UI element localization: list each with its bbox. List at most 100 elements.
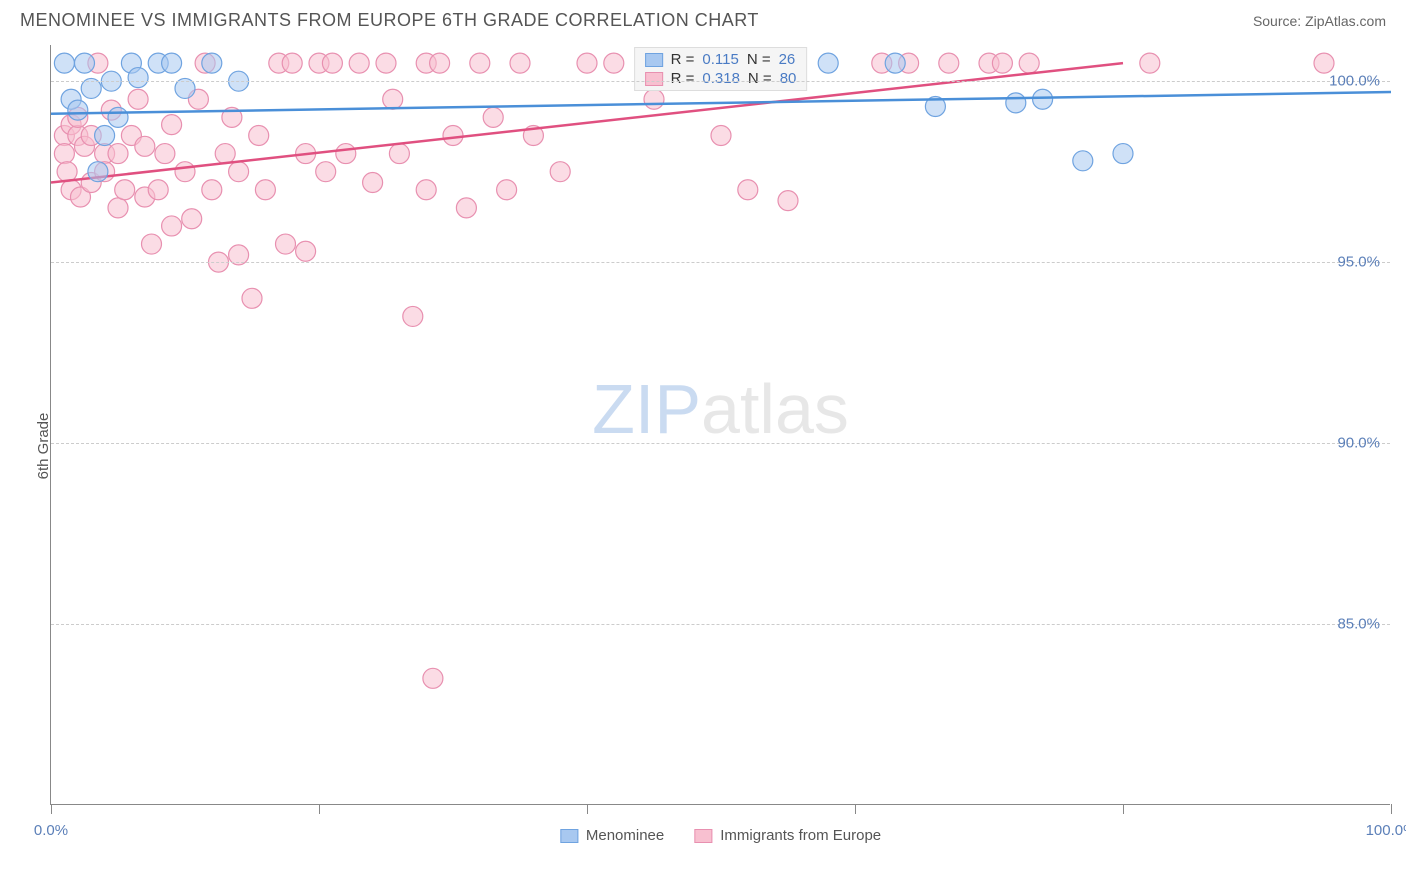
data-point (202, 180, 222, 200)
data-point (497, 180, 517, 200)
data-point (644, 89, 664, 109)
r-value-1: 0.115 (702, 51, 738, 68)
data-point (162, 115, 182, 135)
swatch-series-2 (645, 72, 663, 86)
n-value-2: 80 (780, 70, 797, 87)
source-label: Source: ZipAtlas.com (1253, 13, 1386, 29)
grid-line (51, 443, 1390, 444)
data-point (249, 125, 269, 145)
data-point (430, 53, 450, 73)
trend-line (51, 92, 1391, 114)
data-point (349, 53, 369, 73)
grid-line (51, 262, 1390, 263)
data-point (135, 136, 155, 156)
data-point (54, 144, 74, 164)
data-point (1113, 144, 1133, 164)
x-tick (1391, 804, 1392, 814)
data-point (148, 180, 168, 200)
data-point (155, 144, 175, 164)
data-point (423, 668, 443, 688)
data-point (711, 125, 731, 145)
x-tick-label: 100.0% (1366, 822, 1406, 839)
data-point (54, 53, 74, 73)
y-tick-label: 85.0% (1337, 616, 1380, 633)
y-tick-label: 95.0% (1337, 254, 1380, 271)
data-point (389, 144, 409, 164)
data-point (108, 144, 128, 164)
r-label-1: R = (671, 51, 695, 68)
data-point (162, 53, 182, 73)
data-point (68, 100, 88, 120)
data-point (470, 53, 490, 73)
data-point (255, 180, 275, 200)
r-value-2: 0.318 (702, 70, 740, 87)
x-tick (1123, 804, 1124, 814)
data-point (229, 162, 249, 182)
data-point (175, 162, 195, 182)
series-legend: Menominee Immigrants from Europe (560, 827, 881, 844)
x-tick (319, 804, 320, 814)
stats-row-2: R = 0.318 N = 80 (645, 70, 797, 87)
data-point (242, 288, 262, 308)
data-point (939, 53, 959, 73)
data-point (276, 234, 296, 254)
data-point (510, 53, 530, 73)
data-point (818, 53, 838, 73)
y-tick-label: 100.0% (1329, 73, 1380, 90)
data-point (296, 241, 316, 261)
data-point (88, 162, 108, 182)
data-point (577, 53, 597, 73)
data-point (416, 180, 436, 200)
data-point (885, 53, 905, 73)
data-point (316, 162, 336, 182)
data-point (215, 144, 235, 164)
stats-legend: R = 0.115 N = 26 R = 0.318 N = 80 (634, 47, 808, 91)
data-point (142, 234, 162, 254)
grid-line (51, 81, 1390, 82)
data-point (992, 53, 1012, 73)
x-tick (587, 804, 588, 814)
data-point (1019, 53, 1039, 73)
data-point (1033, 89, 1053, 109)
data-point (322, 53, 342, 73)
swatch-series-1 (645, 53, 663, 67)
data-point (550, 162, 570, 182)
data-point (108, 198, 128, 218)
data-point (403, 306, 423, 326)
legend-swatch-2 (694, 829, 712, 843)
data-point (57, 162, 77, 182)
data-point (182, 209, 202, 229)
data-point (128, 89, 148, 109)
x-tick-label: 0.0% (34, 822, 68, 839)
stats-row-1: R = 0.115 N = 26 (645, 51, 797, 68)
data-point (604, 53, 624, 73)
grid-line (51, 624, 1390, 625)
legend-item-1: Menominee (560, 827, 664, 844)
data-point (162, 216, 182, 236)
r-label-2: R = (671, 70, 695, 87)
data-point (483, 107, 503, 127)
chart-area: ZIPatlas R = 0.115 N = 26 R = 0.318 N = … (50, 45, 1390, 805)
legend-label-2: Immigrants from Europe (720, 827, 881, 844)
n-label-2: N = (748, 70, 772, 87)
data-point (115, 180, 135, 200)
data-point (443, 125, 463, 145)
data-point (202, 53, 222, 73)
data-point (738, 180, 758, 200)
data-point (282, 53, 302, 73)
data-point (1314, 53, 1334, 73)
data-point (376, 53, 396, 73)
legend-swatch-1 (560, 829, 578, 843)
data-point (1073, 151, 1093, 171)
data-point (383, 89, 403, 109)
legend-item-2: Immigrants from Europe (694, 827, 881, 844)
data-point (1006, 93, 1026, 113)
data-point (456, 198, 476, 218)
data-point (128, 68, 148, 88)
data-point (1140, 53, 1160, 73)
x-tick (855, 804, 856, 814)
n-value-1: 26 (779, 51, 796, 68)
data-point (363, 173, 383, 193)
data-point (108, 107, 128, 127)
x-tick (51, 804, 52, 814)
